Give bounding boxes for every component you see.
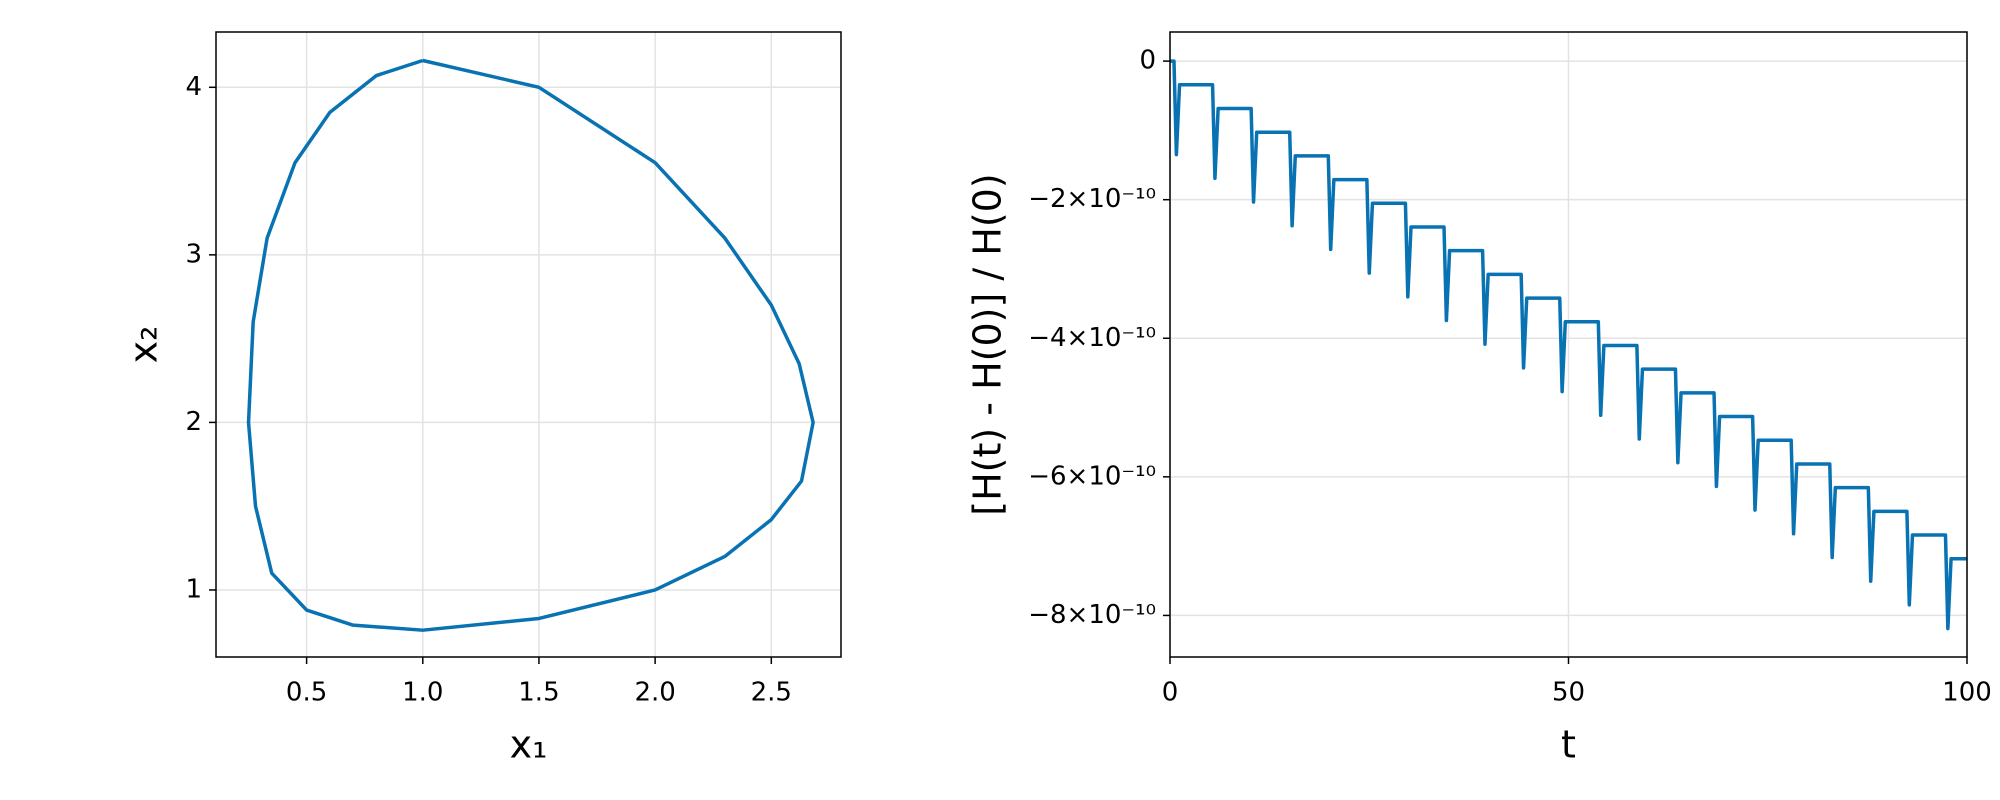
y-tick-label: 4 [185, 72, 202, 102]
x-tick-label: 1.5 [518, 678, 559, 708]
x-axis-label: x₁ [510, 723, 548, 767]
y-tick-label: −6×10⁻¹⁰ [1028, 461, 1156, 491]
y-tick-label: 0 [1139, 46, 1156, 76]
plot-frame [1169, 31, 1968, 658]
x-tick-label: 1.0 [402, 678, 443, 708]
x-tick-label: 50 [1552, 678, 1585, 708]
data-line [246, 58, 815, 632]
y-axis-label: x₂ [122, 326, 166, 364]
y-tick-label: −4×10⁻¹⁰ [1028, 323, 1156, 353]
y-tick-label: 1 [185, 574, 202, 604]
y-tick-label: 2 [185, 407, 202, 437]
y-tick-label: −2×10⁻¹⁰ [1028, 184, 1156, 214]
y-axis-label: [H(t) - H(0)] / H(0) [966, 173, 1010, 515]
x-tick-label: 0 [1162, 678, 1179, 708]
x-tick-label: 2.0 [634, 678, 675, 708]
x-axis-label: t [1561, 723, 1576, 767]
x-tick-label: 2.5 [751, 678, 792, 708]
y-tick-label: 3 [185, 239, 202, 269]
data-line [1170, 59, 1967, 631]
x-tick-label: 100 [1942, 678, 1992, 708]
plot-frame [215, 31, 842, 658]
x-tick-label: 0.5 [286, 678, 327, 708]
y-tick-label: −8×10⁻¹⁰ [1028, 600, 1156, 630]
